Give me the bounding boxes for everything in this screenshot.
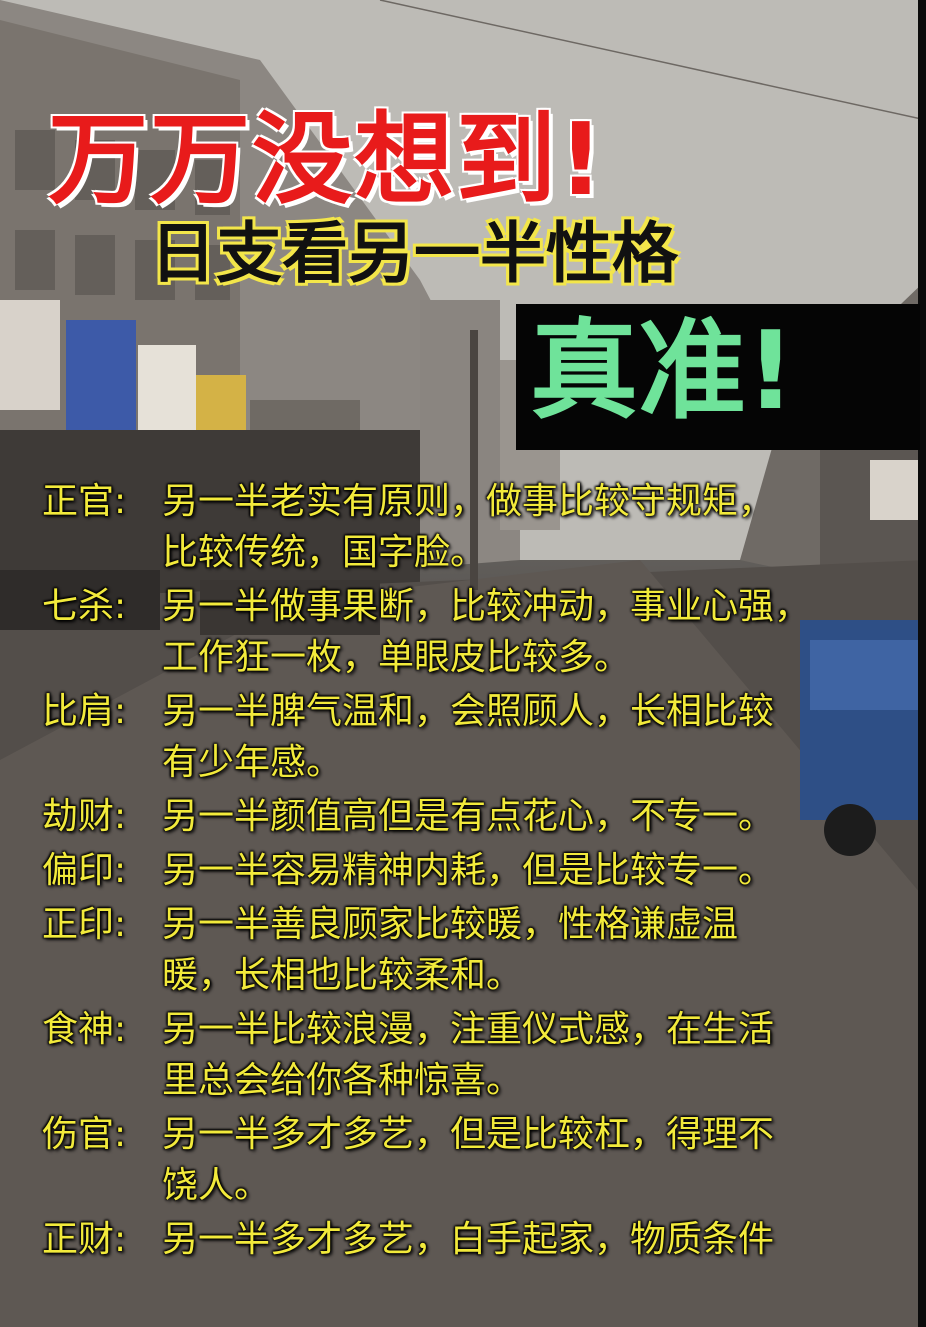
entry-text: 另一半多才多艺，白手起家，物质条件 — [162, 1219, 775, 1260]
list-item: 七杀: 另一半做事果断，比较冲动，事业心强， 工作狂一枚，单眼皮比较多。 — [42, 581, 882, 683]
entry-key: 伤官: — [42, 1114, 127, 1155]
entry-text: 另一半老实有原则，做事比较守规矩， 比较传统，国字脸。 — [162, 481, 775, 573]
badge-text: 真准! — [530, 309, 796, 434]
list-item: 偏印: 另一半容易精神内耗，但是比较专一。 — [42, 845, 882, 896]
entry-key: 正财: — [42, 1219, 127, 1260]
entry-key: 劫财: — [42, 796, 127, 837]
entry-text: 另一半善良顾家比较暖，性格谦虚温 暖，长相也比较柔和。 — [162, 904, 739, 996]
entry-text: 另一半做事果断，比较冲动，事业心强， 工作狂一枚，单眼皮比较多。 — [162, 586, 811, 678]
list-item: 食神: 另一半比较浪漫，注重仪式感，在生活 里总会给你各种惊喜。 — [42, 1004, 882, 1106]
personality-list: 正官: 另一半老实有原则，做事比较守规矩， 比较传统，国字脸。 七杀: 另一半做… — [42, 476, 882, 1268]
entry-key: 比肩: — [42, 691, 127, 732]
entry-text: 另一半容易精神内耗，但是比较专一。 — [162, 850, 775, 891]
entry-key: 正官: — [42, 481, 127, 522]
list-item: 伤官: 另一半多才多艺，但是比较杠，得理不 饶人。 — [42, 1109, 882, 1211]
subheadline: 日支看另一半性格 — [150, 215, 678, 292]
headline: 万万没想到! — [48, 101, 606, 218]
entry-text: 另一半脾气温和，会照顾人，长相比较 有少年感。 — [162, 691, 775, 783]
badge-box — [516, 304, 920, 450]
entry-text: 另一半多才多艺，但是比较杠，得理不 饶人。 — [162, 1114, 775, 1206]
entry-key: 正印: — [42, 904, 127, 945]
entry-key: 七杀: — [42, 586, 127, 627]
entry-text: 另一半颜值高但是有点花心，不专一。 — [162, 796, 775, 837]
list-item: 劫财: 另一半颜值高但是有点花心，不专一。 — [42, 791, 882, 842]
entry-key: 偏印: — [42, 850, 127, 891]
list-item: 正财: 另一半多才多艺，白手起家，物质条件 — [42, 1214, 882, 1265]
entry-key: 食神: — [42, 1009, 127, 1050]
entry-text: 另一半比较浪漫，注重仪式感，在生活 里总会给你各种惊喜。 — [162, 1009, 775, 1101]
list-item: 比肩: 另一半脾气温和，会照顾人，长相比较 有少年感。 — [42, 686, 882, 788]
list-item: 正官: 另一半老实有原则，做事比较守规矩， 比较传统，国字脸。 — [42, 476, 882, 578]
list-item: 正印: 另一半善良顾家比较暖，性格谦虚温 暖，长相也比较柔和。 — [42, 899, 882, 1001]
